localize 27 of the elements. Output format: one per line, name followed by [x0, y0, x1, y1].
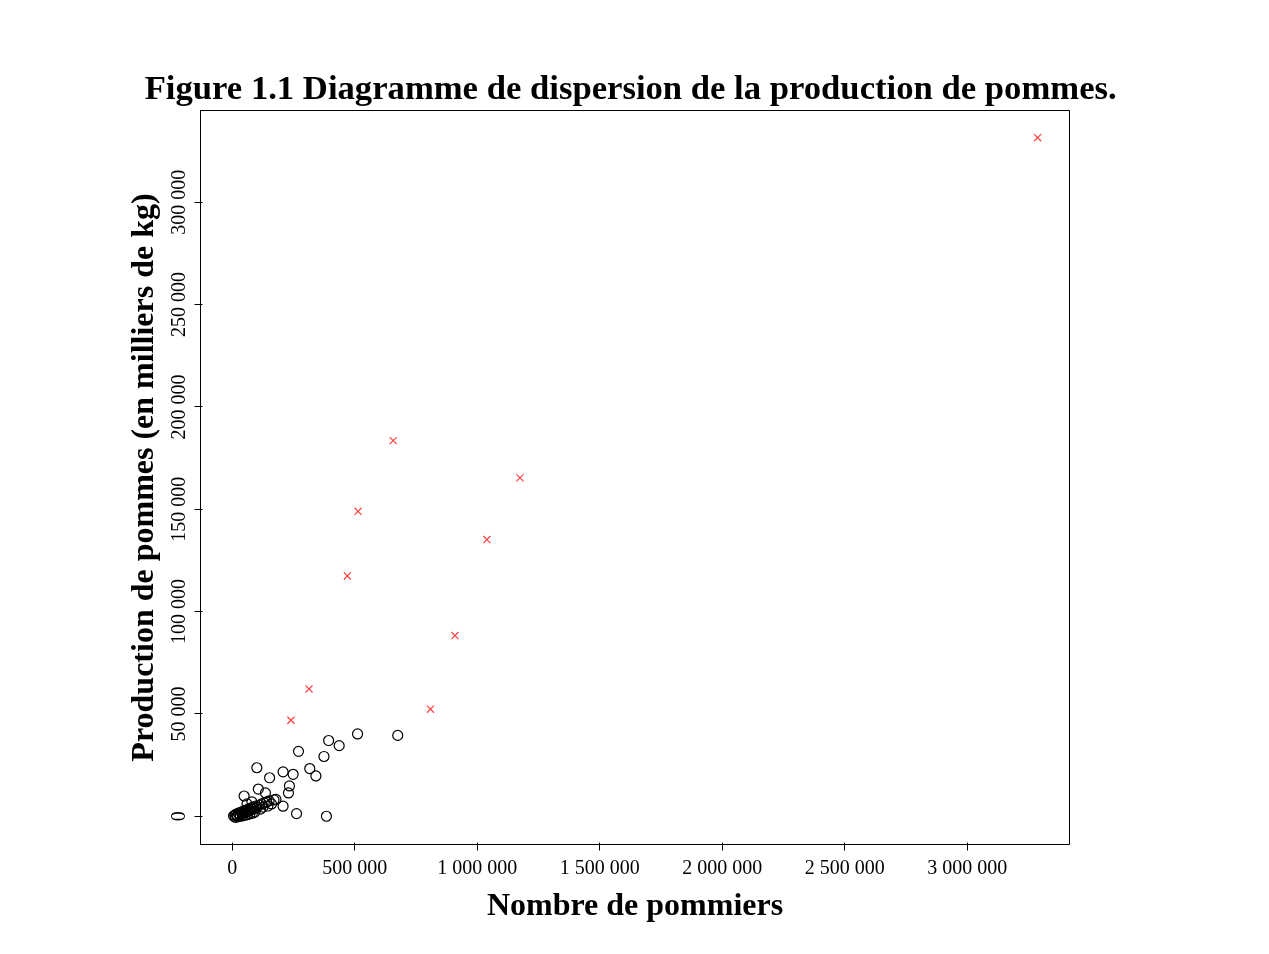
y-tick-label: 150 000	[167, 476, 190, 542]
x-tick-label: 500 000	[322, 855, 388, 878]
point	[304, 684, 314, 694]
x-tick-label: 3 000 000	[927, 855, 1008, 878]
point	[1033, 133, 1042, 142]
point	[426, 705, 435, 714]
x-tick-label: 1 000 000	[437, 855, 518, 878]
y-tick-label: 100 000	[167, 579, 190, 645]
point	[482, 535, 492, 544]
x-tick-label: 1 500 000	[559, 855, 640, 878]
y-tick-label: 50 000	[167, 686, 190, 742]
x-tick-label: 0	[227, 855, 238, 878]
x-tick-label: 2 500 000	[804, 855, 885, 878]
chart-title: Figure 1.1 Diagramme de dispersion de la production de pommes.	[144, 67, 1117, 106]
point	[353, 507, 363, 516]
y-tick-label: 300 000	[167, 169, 190, 235]
point	[343, 571, 352, 581]
point	[450, 631, 460, 640]
point	[515, 473, 525, 483]
x-axis-title: Nombre de pommiers	[486, 885, 784, 922]
point	[389, 436, 398, 445]
y-tick-label: 0	[167, 811, 190, 822]
y-tick-label: 250 000	[167, 272, 190, 338]
y-axis-title: Production de pommes (en milliers de kg)	[123, 193, 160, 762]
y-tick-label: 200 000	[167, 374, 190, 440]
point	[286, 716, 296, 725]
x-tick-label: 2 000 000	[682, 855, 763, 878]
